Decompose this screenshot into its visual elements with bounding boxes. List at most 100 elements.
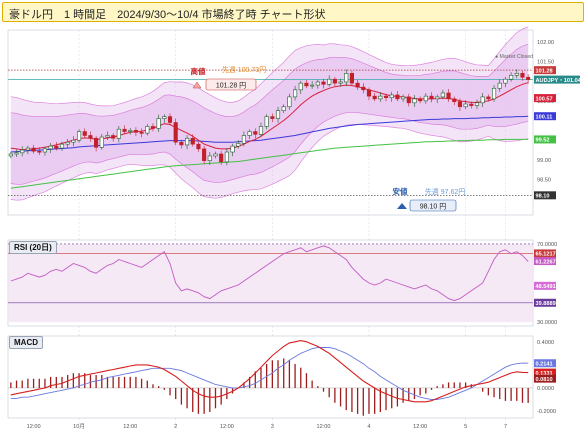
macd-axis-tick-3: -0.2000	[537, 409, 556, 415]
candle-body	[526, 76, 531, 80]
x-axis-tick-2: 12:00	[123, 424, 137, 430]
outer-band-upper-line	[10, 26, 529, 107]
candle-body	[264, 116, 269, 127]
low-value-box	[409, 199, 457, 212]
inner-band-upper-line	[10, 43, 529, 117]
high-label: 高値	[191, 66, 206, 76]
candle-body	[71, 139, 76, 143]
candle-body	[486, 96, 491, 100]
candle-body	[207, 155, 212, 161]
rsi-marker-2-tag	[534, 281, 556, 290]
macd-axis-tick-0: 0.4000	[537, 340, 554, 346]
candle-body	[224, 151, 229, 163]
candle-body	[258, 126, 264, 135]
candle-body	[372, 95, 377, 100]
candle-body	[111, 135, 116, 139]
candle-body	[190, 137, 195, 145]
candle-body	[99, 136, 104, 148]
candle-body	[196, 143, 201, 150]
candle-body	[139, 132, 144, 134]
candle-body	[520, 72, 525, 78]
candle-body	[76, 131, 82, 141]
price-marker-4: 99.52	[536, 138, 550, 144]
candle-body	[406, 96, 411, 104]
candle-body	[145, 126, 150, 134]
candle-body	[236, 143, 241, 147]
price-marker-1-tag	[534, 75, 580, 84]
candle-body	[128, 130, 133, 132]
candle-body	[293, 89, 298, 98]
low-arrow-icon	[397, 203, 407, 209]
macd-marker-1: 0.1331	[536, 371, 553, 377]
candle-body	[446, 92, 451, 100]
outer-band-lower-line	[10, 123, 529, 201]
candle-body	[378, 95, 383, 100]
high-value-label: 101.28 円	[216, 82, 246, 90]
macd-marker-0: 0.2141	[536, 362, 553, 368]
candle-body	[105, 135, 110, 138]
candle-body	[332, 78, 337, 84]
rsi-panel-label: RSI (20日)	[9, 241, 57, 254]
macd-line	[10, 340, 529, 403]
price-axis-tick-1: 101.50	[537, 59, 554, 65]
candle-body	[150, 126, 156, 129]
candle-body	[412, 98, 417, 104]
chart-header: 豪ドル円 1 時間足 2024/9/30～10/4 市場終了時 チャート形状	[2, 2, 584, 22]
rsi-marker-1-tag	[534, 257, 556, 266]
macd-marker-2-tag	[534, 374, 556, 383]
macd-panel-label: MACD	[9, 336, 43, 349]
candle-body	[202, 148, 207, 161]
candle-body	[463, 103, 468, 108]
candle-body	[116, 128, 121, 139]
candle-body	[54, 145, 59, 149]
candle-body	[366, 89, 372, 97]
candle-body	[344, 72, 349, 83]
x-axis-tick-6: 12:00	[317, 424, 331, 430]
candle-body	[491, 87, 497, 100]
inner-band-area	[10, 44, 529, 185]
ma-long-line	[10, 138, 529, 189]
candle-body	[247, 131, 252, 136]
low-label: 安値	[393, 186, 408, 196]
candle-body	[94, 137, 99, 148]
candle-body	[65, 141, 70, 145]
candle-body	[48, 145, 53, 150]
candle-body	[219, 153, 224, 163]
x-axis-tick-8: 12:00	[413, 424, 427, 430]
candle-body	[435, 96, 440, 100]
candle-body	[37, 150, 42, 153]
price-marker-5: 98.10	[536, 194, 550, 200]
candle-body	[82, 131, 87, 136]
price-marker-3-tag	[534, 112, 556, 121]
candle-body	[59, 143, 65, 149]
candle-body	[321, 81, 326, 85]
macd-marker-1-tag	[534, 368, 556, 377]
candle-body	[503, 78, 508, 84]
price-axis-tick-4: 99.00	[537, 158, 551, 164]
price-marker-1: AUDJPY・101.04	[536, 78, 582, 84]
candle-body	[173, 122, 178, 143]
rsi-marker-2: 48.5491	[536, 284, 556, 290]
candle-body	[315, 81, 320, 86]
candle-body	[452, 98, 457, 102]
candle-body	[338, 81, 343, 84]
macd-marker-0-tag	[534, 359, 556, 368]
rsi-axis-tick-0: 70.0000	[537, 242, 557, 248]
candle-body	[213, 153, 218, 157]
candle-body	[304, 82, 309, 87]
candle-body	[457, 101, 463, 108]
x-axis-tick-3: 2	[174, 424, 177, 430]
candle-body	[287, 96, 292, 108]
candle-body	[355, 82, 360, 88]
candle-body	[480, 96, 485, 104]
candle-body	[395, 94, 400, 100]
price-marker-0: 101.28	[536, 68, 553, 74]
candle-body	[327, 78, 332, 85]
candle-body	[509, 74, 514, 80]
price-marker-0-tag	[534, 66, 556, 75]
candle-body	[253, 131, 258, 135]
candle-body	[389, 94, 394, 99]
price-marker-5-tag	[534, 191, 556, 200]
x-axis-tick-1: 10月	[73, 423, 85, 430]
